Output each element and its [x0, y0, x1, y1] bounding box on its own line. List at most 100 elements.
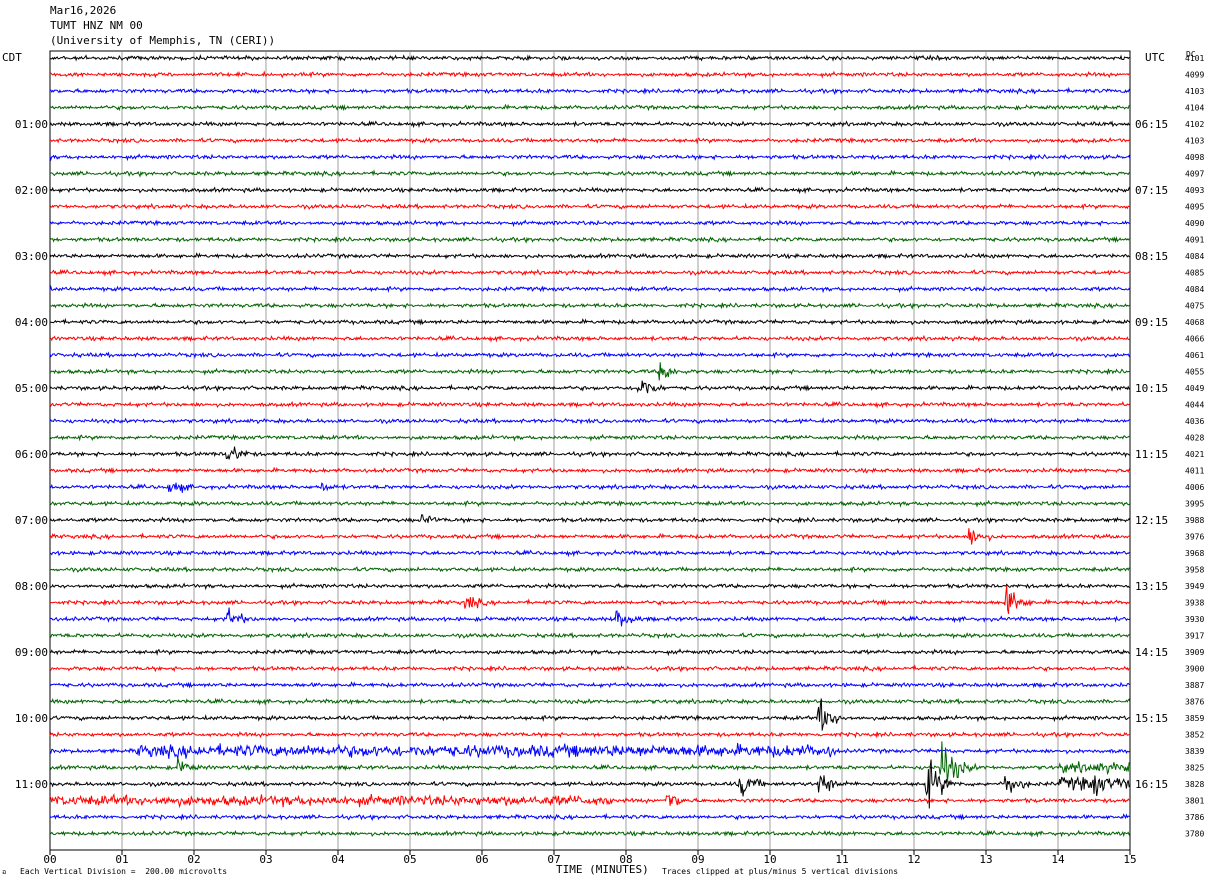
- x-axis-title: TIME (MINUTES): [556, 863, 649, 876]
- seismic-trace: [49, 334, 1131, 343]
- dc-offset-label: 4066: [1185, 335, 1204, 344]
- dc-offset-label: 3780: [1185, 830, 1204, 839]
- utc-hour-label: 10:15: [1135, 382, 1168, 395]
- x-tick-label: 08: [619, 853, 632, 866]
- dc-offset-label: 3988: [1185, 516, 1204, 525]
- dc-offset-label: 3968: [1185, 549, 1204, 558]
- seismic-trace: [49, 829, 1131, 838]
- x-tick-label: 09: [691, 853, 704, 866]
- x-tick-label: 07: [547, 853, 560, 866]
- seismic-trace: [49, 235, 1131, 244]
- x-tick-label: 15: [1123, 853, 1136, 866]
- clip-note: Traces clipped at plus/minus 5 vertical …: [662, 867, 899, 876]
- seismic-trace: [49, 285, 1131, 294]
- dc-offset-label: 4085: [1185, 269, 1204, 278]
- dc-offset-label: 3995: [1185, 500, 1204, 509]
- x-tick-label: 13: [979, 853, 992, 866]
- cdt-hour-label: 06:00: [15, 448, 48, 461]
- utc-hour-label: 06:15: [1135, 118, 1168, 131]
- utc-hour-label: 07:15: [1135, 184, 1168, 197]
- x-tick-label: 14: [1051, 853, 1065, 866]
- right-timezone-label: UTC: [1145, 51, 1165, 64]
- dc-offset-label: 4101: [1185, 54, 1204, 63]
- cdt-hour-label: 04:00: [15, 316, 48, 329]
- dc-offset-label: 4099: [1185, 71, 1204, 80]
- cdt-hour-label: 09:00: [15, 646, 48, 659]
- header-date: Mar16,2026: [50, 4, 117, 17]
- seismic-trace: [49, 607, 1131, 627]
- dc-offset-label: 4021: [1185, 450, 1204, 459]
- dc-offset-label: 3930: [1185, 615, 1204, 624]
- dc-offset-label: 4097: [1185, 170, 1204, 179]
- seismic-trace: [49, 362, 1131, 381]
- utc-hour-label: 14:15: [1135, 646, 1168, 659]
- x-tick-label: 10: [763, 853, 776, 866]
- cdt-hour-label: 10:00: [15, 712, 48, 725]
- seismic-trace: [49, 103, 1131, 112]
- seismic-trace: [50, 301, 1131, 310]
- dc-offset-label: 3900: [1185, 665, 1204, 674]
- dc-offset-label: 4090: [1185, 219, 1204, 228]
- x-tick-label: 03: [259, 853, 272, 866]
- seismic-trace: [49, 759, 1131, 809]
- cdt-hour-label: 05:00: [15, 382, 48, 395]
- utc-hour-label: 13:15: [1135, 580, 1168, 593]
- dc-offset-label: 4093: [1185, 186, 1204, 195]
- seismic-trace: [49, 698, 1130, 731]
- dc-offset-label: 4075: [1185, 302, 1204, 311]
- seismic-trace: [50, 136, 1131, 145]
- x-tick-label: 00: [43, 853, 56, 866]
- seismic-trace: [49, 514, 1131, 525]
- dc-offset-label: 3958: [1185, 566, 1204, 575]
- seismic-trace: [49, 585, 1131, 614]
- dc-offset-label: 4103: [1185, 137, 1204, 146]
- seismic-trace: [49, 186, 1131, 195]
- dc-offset-label: 4098: [1185, 153, 1204, 162]
- seismic-trace: [49, 351, 1131, 359]
- dc-offset-label: 4061: [1185, 351, 1204, 360]
- dc-offset-label: 4103: [1185, 87, 1204, 96]
- x-tick-label: 02: [187, 853, 200, 866]
- seismic-trace: [49, 528, 1131, 545]
- dc-offset-label: 3852: [1185, 731, 1204, 740]
- seismic-trace: [49, 252, 1130, 260]
- cdt-hour-label: 07:00: [15, 514, 48, 527]
- dc-offset-label: 3949: [1185, 582, 1204, 591]
- plot-frame: [49, 50, 1131, 851]
- dc-offset-label: 3876: [1185, 698, 1204, 707]
- seismic-trace: [49, 433, 1131, 442]
- seismic-trace: [50, 446, 1131, 460]
- seismic-trace: [49, 400, 1131, 409]
- seismic-trace: [49, 202, 1131, 211]
- dc-offset-label: 3909: [1185, 648, 1204, 657]
- seismic-trace: [49, 793, 1131, 809]
- dc-offset-label: 4084: [1185, 285, 1204, 294]
- dc-offset-label: 4036: [1185, 417, 1204, 426]
- seismic-trace: [49, 120, 1131, 129]
- utc-hour-label: 08:15: [1135, 250, 1168, 263]
- seismic-trace: [49, 169, 1131, 178]
- seismic-trace: [49, 153, 1131, 162]
- seismic-trace: [49, 582, 1131, 591]
- seismic-trace: [49, 380, 1131, 394]
- dc-offset-label: 4011: [1185, 467, 1204, 476]
- cdt-hour-label: 02:00: [15, 184, 48, 197]
- seismic-trace: [49, 697, 1131, 706]
- x-tick-label: 06: [475, 853, 488, 866]
- seismic-trace: [49, 730, 1131, 739]
- dc-offset-label: 4068: [1185, 318, 1204, 327]
- dc-offset-label: 3887: [1185, 681, 1204, 690]
- seismic-trace: [49, 466, 1131, 475]
- dc-offset-label: 3976: [1185, 533, 1204, 542]
- seismic-trace: [49, 549, 1131, 558]
- header-institution: (University of Memphis, TN (CERI)): [50, 34, 276, 47]
- dc-offset-label: 3825: [1185, 764, 1204, 773]
- left-timezone-label: CDT: [2, 51, 22, 64]
- utc-hour-label: 12:15: [1135, 514, 1168, 527]
- header-station: TUMT HNZ NM 00: [50, 19, 143, 32]
- dc-offset-label: 4055: [1185, 368, 1204, 377]
- dc-offset-label: 4049: [1185, 384, 1204, 393]
- dc-label: DC: [1186, 50, 1196, 59]
- seismic-trace: [49, 681, 1131, 689]
- dc-offset-label: 4095: [1185, 203, 1204, 212]
